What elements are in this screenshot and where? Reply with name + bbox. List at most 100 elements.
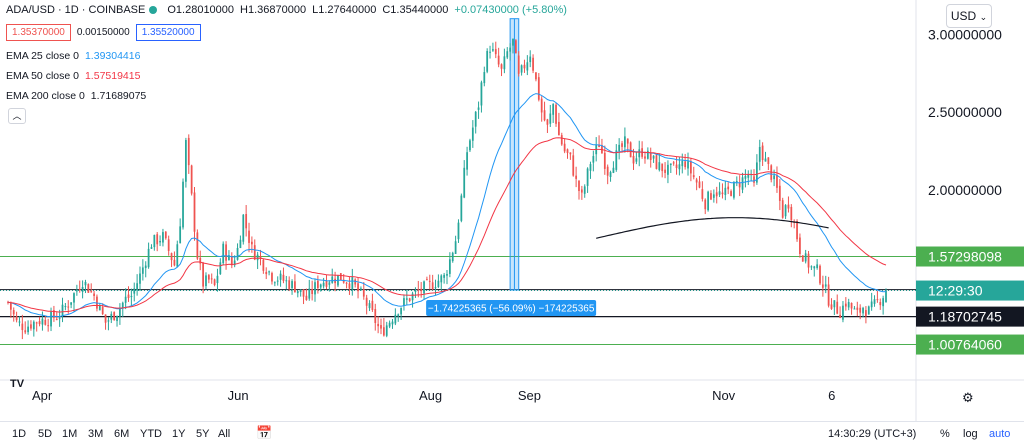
candle-body	[196, 232, 199, 259]
sell-button[interactable]: 1.35370000	[6, 24, 71, 41]
indicator-ema-200[interactable]: EMA 200 close 0 1.71689075	[6, 90, 146, 102]
candle-body	[517, 55, 520, 74]
candle-body	[761, 145, 764, 161]
candle-body	[322, 282, 325, 287]
candle-body	[354, 279, 357, 285]
symbol-label[interactable]: ADA/USD · 1D · COINBASE	[6, 4, 146, 16]
auto-toggle[interactable]: auto	[989, 428, 1011, 440]
percent-toggle[interactable]: %	[940, 428, 950, 440]
candle-body	[448, 259, 451, 274]
candle-body	[506, 51, 509, 58]
candle-body	[810, 266, 813, 268]
tf-1d[interactable]: 1D	[12, 428, 27, 440]
candle-body	[658, 162, 661, 171]
high-value: H1.36870000	[240, 4, 307, 16]
candle-body	[288, 280, 291, 289]
tf-5d[interactable]: 5D	[38, 428, 53, 440]
candle-body	[532, 57, 534, 71]
candle-body	[876, 299, 879, 301]
candle-body	[291, 281, 293, 289]
price-tick-label: 3.00000000	[928, 26, 1002, 42]
candle-body	[12, 310, 15, 315]
candle-body	[784, 205, 787, 217]
candle-body	[626, 138, 629, 144]
candle-body	[331, 276, 334, 283]
price-axis-label-bg	[916, 246, 1024, 267]
tradingview-logo[interactable]: TV	[10, 378, 25, 390]
candle-body	[176, 244, 179, 267]
tf-all[interactable]: All	[218, 428, 231, 440]
candle-body	[400, 308, 402, 315]
tf-ytd[interactable]: YTD	[140, 428, 162, 440]
candle-body	[380, 325, 382, 329]
candle-body	[652, 155, 655, 159]
tf-1y[interactable]: 1Y	[172, 428, 186, 440]
collapse-legend-button[interactable]: ︿	[8, 108, 26, 124]
close-value: C1.35440000	[382, 4, 449, 16]
tf-1m[interactable]: 1M	[62, 428, 78, 440]
candle-body	[873, 299, 876, 304]
candle-body	[84, 281, 87, 286]
candle-body	[225, 244, 227, 261]
candle-body	[552, 104, 555, 115]
candle-body	[563, 143, 566, 152]
candle-body	[701, 189, 704, 199]
candle-body	[847, 302, 850, 308]
candle-body	[316, 280, 319, 289]
candle-body	[368, 303, 371, 309]
currency-label: USD	[950, 9, 977, 23]
ema-50-line	[7, 137, 887, 313]
candle-body	[790, 206, 793, 221]
candle-body	[75, 290, 78, 292]
candle-body	[529, 56, 532, 63]
calendar-range-icon[interactable]: 📅	[256, 425, 273, 440]
candle-body	[391, 321, 394, 325]
candle-body	[268, 271, 270, 273]
indicator-ema-25[interactable]: EMA 25 close 0 1.39304416	[6, 50, 140, 62]
candle-body	[139, 273, 141, 284]
candle-body	[279, 273, 282, 280]
candle-body	[451, 252, 454, 262]
tf-6m[interactable]: 6M	[114, 428, 130, 440]
candle-body	[170, 253, 173, 261]
candle-body	[121, 302, 124, 309]
chevron-up-icon: ︿	[12, 111, 22, 121]
candle-body	[787, 204, 790, 209]
candle-body	[276, 280, 279, 282]
candle-body	[328, 282, 331, 285]
candle-body	[592, 156, 595, 163]
gear-icon[interactable]: ⚙	[962, 390, 974, 405]
price-chart[interactable]: −1.74225365 (−56.09%) −174225365 2.000000…	[0, 0, 1024, 421]
candle-body	[67, 306, 70, 308]
indicator-ema-50[interactable]: EMA 50 close 0 1.57519415	[6, 70, 140, 82]
candle-body	[664, 169, 666, 173]
candle-body	[93, 293, 95, 296]
candle-body	[113, 312, 116, 321]
candle-body	[242, 214, 245, 242]
candle-body	[629, 142, 632, 158]
candle-body	[262, 259, 265, 271]
candle-body	[210, 278, 213, 280]
candle-body	[615, 150, 618, 170]
candle-body	[687, 161, 689, 169]
log-toggle[interactable]: log	[963, 428, 978, 440]
candle-body	[678, 164, 681, 170]
candle-body	[342, 279, 345, 283]
candle-body	[141, 267, 144, 274]
price-axis-label: 1.18702745	[928, 309, 1002, 325]
tf-3m[interactable]: 3M	[88, 428, 104, 440]
currency-selector[interactable]: USD ⌄	[946, 4, 992, 28]
candle-body	[41, 318, 44, 325]
candle-body	[437, 280, 440, 288]
candle-body	[207, 275, 210, 280]
candle-body	[500, 64, 503, 69]
buy-button[interactable]: 1.35520000	[135, 24, 201, 41]
tf-5y[interactable]: 5Y	[196, 428, 210, 440]
clock-label[interactable]: 14:30:29 (UTC+3)	[828, 428, 917, 440]
candle-body	[612, 167, 615, 173]
candle-body	[724, 187, 727, 195]
candle-body	[271, 273, 273, 282]
measure-label-box	[426, 299, 597, 316]
candle-body	[474, 111, 477, 127]
candle-body	[294, 281, 296, 293]
